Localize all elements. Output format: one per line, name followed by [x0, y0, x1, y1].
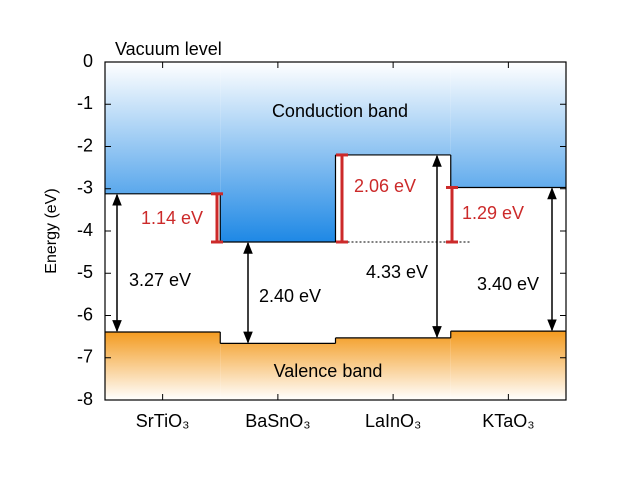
x-tick-label: BaSnO₃	[245, 411, 310, 431]
y-tick-label: -2	[77, 135, 93, 155]
valence-fill	[220, 343, 336, 400]
conduction-fill	[105, 62, 221, 194]
y-tick-label: 0	[83, 51, 93, 71]
offset-label: 1.14 eV	[141, 208, 203, 228]
gap-label: 3.40 eV	[477, 274, 539, 294]
y-tick-label: -8	[77, 389, 93, 409]
offset-label: 2.06 eV	[354, 176, 416, 196]
x-tick-label: SrTiO₃	[136, 411, 190, 431]
vacuum-label: Vacuum level	[115, 39, 222, 59]
y-tick-label: -7	[77, 347, 93, 367]
y-axis-label: Energy (eV)	[43, 188, 60, 273]
gap-label: 4.33 eV	[366, 262, 428, 282]
conduction-fill	[450, 62, 566, 188]
offset-label: 1.29 eV	[462, 203, 524, 223]
valence-fill	[335, 337, 451, 400]
gap-label: 2.40 eV	[259, 286, 321, 306]
conduction-fill	[220, 62, 336, 242]
conduction-label: Conduction band	[272, 101, 408, 121]
valence-label: Valence band	[274, 361, 383, 381]
y-tick-label: -1	[77, 93, 93, 113]
y-tick-label: -5	[77, 262, 93, 282]
conduction-fill	[335, 62, 451, 155]
gap-label: 3.27 eV	[129, 270, 191, 290]
valence-fill	[450, 331, 566, 400]
y-tick-label: -4	[77, 220, 93, 240]
y-tick-label: -6	[77, 304, 93, 324]
x-tick-label: LaInO₃	[365, 411, 421, 431]
x-tick-label: KTaO₃	[482, 411, 534, 431]
valence-fill	[105, 331, 221, 400]
y-tick-label: -3	[77, 178, 93, 198]
